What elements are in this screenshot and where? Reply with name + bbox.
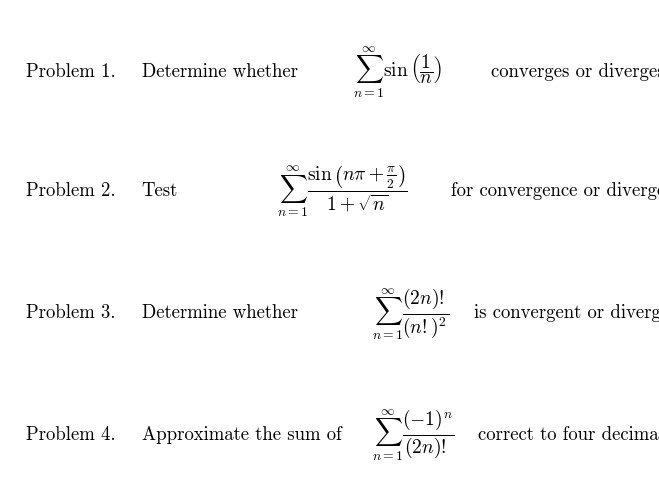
Text: $\sum_{n=1}^{\infty} \dfrac{(2n)!}{(n!)^2}$: $\sum_{n=1}^{\infty} \dfrac{(2n)!}{(n!)^… [372, 286, 450, 340]
Text: Problem 4.: Problem 4. [26, 426, 116, 444]
Text: Problem 3.: Problem 3. [26, 304, 116, 322]
Text: Problem 2.: Problem 2. [26, 182, 116, 200]
Text: Problem 1.: Problem 1. [26, 63, 116, 81]
Text: $\sum_{n=1}^{\infty} \dfrac{\sin\left(n\pi + \frac{\pi}{2}\right)}{1+\sqrt{n}}$: $\sum_{n=1}^{\infty} \dfrac{\sin\left(n\… [277, 164, 407, 219]
Text: Determine whether: Determine whether [142, 63, 298, 81]
Text: correct to four decimal places.: correct to four decimal places. [478, 426, 659, 444]
Text: $\sum_{n=1}^{\infty} \dfrac{(-1)^n}{(2n)!}$: $\sum_{n=1}^{\infty} \dfrac{(-1)^n}{(2n)… [372, 407, 455, 463]
Text: is convergent or divergent.: is convergent or divergent. [474, 304, 659, 322]
Text: for convergence or divergence.: for convergence or divergence. [451, 182, 659, 200]
Text: $\sum_{n=1}^{\infty} \sin\left(\dfrac{1}{n}\right)$: $\sum_{n=1}^{\infty} \sin\left(\dfrac{1}… [353, 44, 442, 100]
Text: converges or diverges.: converges or diverges. [491, 63, 659, 81]
Text: Approximate the sum of: Approximate the sum of [142, 426, 341, 444]
Text: Determine whether: Determine whether [142, 304, 298, 322]
Text: Test: Test [142, 182, 178, 200]
